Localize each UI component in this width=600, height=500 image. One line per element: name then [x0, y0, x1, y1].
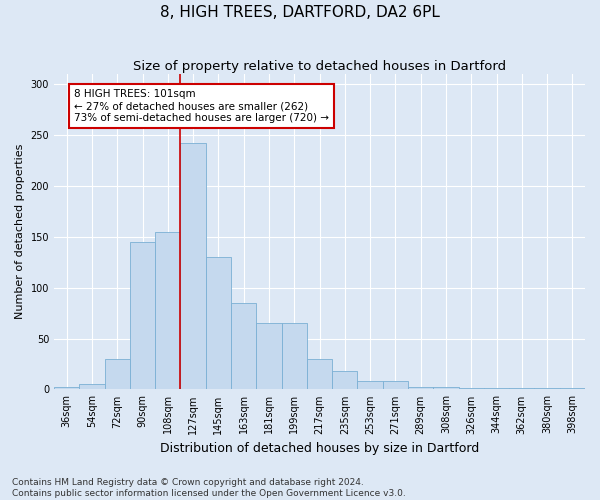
Bar	[332, 371, 358, 390]
Bar	[560, 388, 585, 390]
Text: Contains HM Land Registry data © Crown copyright and database right 2024.
Contai: Contains HM Land Registry data © Crown c…	[12, 478, 406, 498]
Text: 8, HIGH TREES, DARTFORD, DA2 6PL: 8, HIGH TREES, DARTFORD, DA2 6PL	[160, 5, 440, 20]
Bar	[79, 384, 104, 390]
Bar	[54, 388, 79, 390]
Bar	[206, 257, 231, 390]
Bar	[231, 303, 256, 390]
Bar	[281, 324, 307, 390]
Bar	[130, 242, 155, 390]
Bar	[256, 324, 281, 390]
Bar	[484, 388, 509, 390]
Bar	[535, 388, 560, 390]
Bar	[408, 388, 433, 390]
X-axis label: Distribution of detached houses by size in Dartford: Distribution of detached houses by size …	[160, 442, 479, 455]
Bar	[458, 388, 484, 390]
Y-axis label: Number of detached properties: Number of detached properties	[15, 144, 25, 320]
Bar	[383, 382, 408, 390]
Bar	[433, 388, 458, 390]
Bar	[307, 359, 332, 390]
Bar	[104, 359, 130, 390]
Bar	[358, 382, 383, 390]
Bar	[155, 232, 181, 390]
Text: 8 HIGH TREES: 101sqm
← 27% of detached houses are smaller (262)
73% of semi-deta: 8 HIGH TREES: 101sqm ← 27% of detached h…	[74, 90, 329, 122]
Bar	[181, 144, 206, 390]
Title: Size of property relative to detached houses in Dartford: Size of property relative to detached ho…	[133, 60, 506, 73]
Bar	[509, 388, 535, 390]
